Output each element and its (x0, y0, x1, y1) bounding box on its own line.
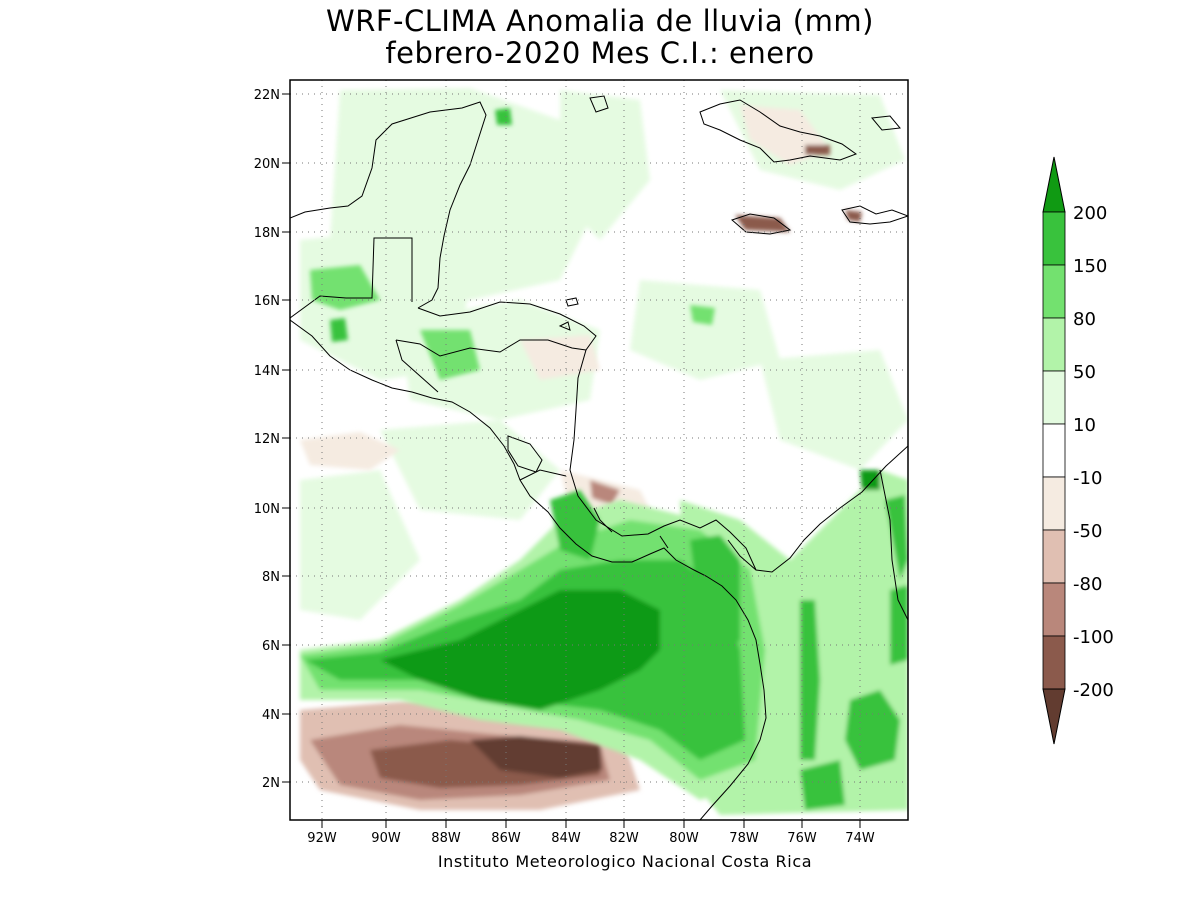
lon-label: 84W (551, 831, 581, 846)
lat-label: 8N (262, 570, 280, 585)
colorbar-swatch (1042, 476, 1066, 531)
colorbar-label: 200 (1073, 203, 1107, 224)
lat-label: 14N (254, 364, 280, 379)
lat-label: 6N (262, 639, 280, 654)
lat-label: 10N (254, 502, 280, 517)
lon-label: 90W (371, 831, 401, 846)
axis-ticks (282, 93, 861, 828)
lon-label: 74W (845, 831, 875, 846)
lon-label: 86W (491, 831, 521, 846)
map-title-line1: WRF-CLIMA Anomalia de lluvia (mm) (326, 4, 874, 38)
colorbar-swatch (1042, 635, 1066, 690)
lat-lon-grid (290, 80, 908, 820)
lat-label: 12N (254, 432, 280, 447)
colorbar: 200 150 80 50 10 -10 -50 -80 -100 -200 (1042, 156, 1114, 745)
lat-label: 18N (254, 226, 280, 241)
colorbar-arrow-bottom (1042, 688, 1066, 745)
lat-label: 20N (254, 157, 280, 172)
colorbar-swatch (1042, 582, 1066, 637)
colorbar-swatch (1042, 370, 1066, 425)
colorbar-label: -50 (1073, 521, 1102, 542)
colorbar-label: 50 (1073, 362, 1096, 383)
colorbar-label: 150 (1073, 256, 1107, 277)
colorbar-arrow-top (1042, 156, 1066, 213)
map-title-line2: febrero-2020 Mes C.I.: enero (385, 36, 815, 70)
lon-label: 92W (307, 831, 337, 846)
lat-label: 16N (254, 294, 280, 309)
colorbar-label: 10 (1073, 415, 1096, 436)
lat-label: 4N (262, 708, 280, 723)
lat-label: 22N (254, 88, 280, 103)
lon-label: 80W (669, 831, 699, 846)
lon-label: 82W (609, 831, 639, 846)
colorbar-label: -200 (1073, 680, 1114, 701)
colorbar-label: 80 (1073, 309, 1096, 330)
longitude-labels: 92W 90W 88W 86W 84W 82W 80W 78W 76W 74W (307, 831, 875, 846)
colorbar-swatch (1042, 529, 1066, 584)
latitude-labels: 22N 20N 18N 16N 14N 12N 10N 8N 6N 4N 2N (254, 88, 280, 791)
credit-text: Instituto Meteorologico Nacional Costa R… (437, 852, 813, 871)
colorbar-swatch (1042, 423, 1066, 478)
colorbar-label: -10 (1073, 468, 1102, 489)
colorbar-label: -100 (1073, 627, 1114, 648)
colorbar-label: -80 (1073, 574, 1102, 595)
map-border (289, 79, 909, 821)
colorbar-swatch (1042, 317, 1066, 372)
colorbar-swatch (1042, 211, 1066, 266)
colorbar-swatch (1042, 264, 1066, 319)
lon-label: 76W (787, 831, 817, 846)
lon-label: 88W (431, 831, 461, 846)
lat-label: 2N (262, 776, 280, 791)
lon-label: 78W (729, 831, 759, 846)
anomaly-field (300, 88, 908, 815)
